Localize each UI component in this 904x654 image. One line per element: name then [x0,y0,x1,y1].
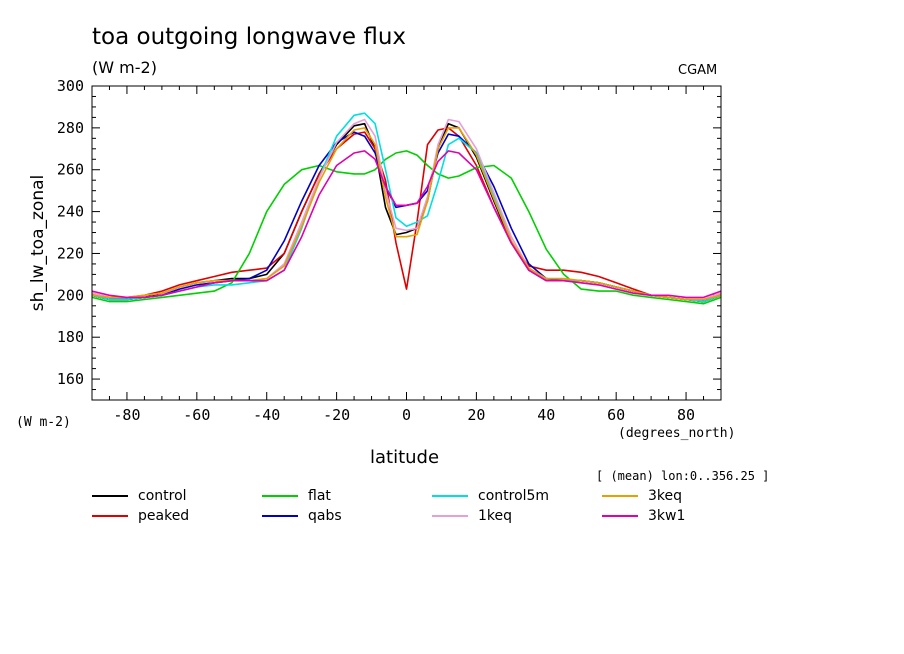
series-line-1keq [91,118,722,301]
legend-item-control5m: control5m [432,487,549,505]
series-line-control5m [91,112,722,303]
y-tick-label: 200 [57,286,84,304]
x-tick-label: 0 [402,406,411,424]
x-tick-label: -20 [323,406,350,424]
legend-item-3kw1: 3kw1 [602,507,685,525]
plot-area [91,85,722,401]
legend-swatch [262,515,298,517]
mean-note: [ (mean) lon:0..356.25 ] [596,469,770,483]
series-line-3kw1 [91,150,722,299]
series-line-flat [91,150,722,305]
legend-swatch [432,495,468,497]
legend-item-3keq: 3keq [602,487,682,505]
series-line-3keq [91,127,722,301]
legend-item-flat: flat [262,487,331,505]
y-tick-label: 260 [57,161,84,179]
legend-label: 3kw1 [648,508,686,524]
x-tick-label: 80 [677,406,695,424]
legend-swatch [262,495,298,497]
legend-label: control [138,488,187,504]
source-label: CGAM [678,63,718,78]
legend-item-control: control [92,487,187,505]
x-axis-unit: (degrees_north) [618,426,736,441]
y-tick-label: 240 [57,203,84,221]
legend-swatch [92,495,128,497]
series-lines [91,112,722,305]
legend-item-qabs: qabs [262,507,342,525]
legend-swatch [602,515,638,517]
legend-label: peaked [138,508,190,524]
y-axis-label: sh_lw_toa_zonal [28,174,48,312]
legend-swatch [92,515,128,517]
chart-title: toa outgoing longwave flux [92,24,407,50]
legend-swatch [432,515,468,517]
legend-swatch [602,495,638,497]
legend-label: qabs [308,508,342,524]
legend-label: flat [308,488,331,504]
legend-item-peaked: peaked [92,507,189,525]
y-tick-label: 180 [57,328,84,346]
x-tick-label: -80 [113,406,140,424]
series-line-qabs [91,131,722,303]
y-tick-label: 300 [57,77,84,95]
y-tick-label: 160 [57,370,84,388]
y-axis-unit: (W m-2) [16,415,71,430]
legend-label: 1keq [478,508,513,524]
x-tick-label: 40 [537,406,555,424]
x-tick-label: 20 [467,406,485,424]
legend-label: control5m [478,488,550,504]
legend-label: 3keq [648,488,683,504]
series-line-peaked [91,127,722,301]
tick-labels: 160 180 200 220 240 260 280 300 -80 -60 -40 -20 0 20 4… [57,77,695,424]
y-tick-label: 280 [57,119,84,137]
legend-item-1keq: 1keq [432,507,512,525]
y-tick-label: 220 [57,244,84,262]
chart-subtitle: (W m-2) [92,58,157,77]
x-tick-label: -40 [253,406,280,424]
axis-ticks [91,85,722,401]
x-axis-label: latitude [370,447,440,468]
x-tick-label: 60 [607,406,625,424]
x-tick-label: -60 [183,406,210,424]
